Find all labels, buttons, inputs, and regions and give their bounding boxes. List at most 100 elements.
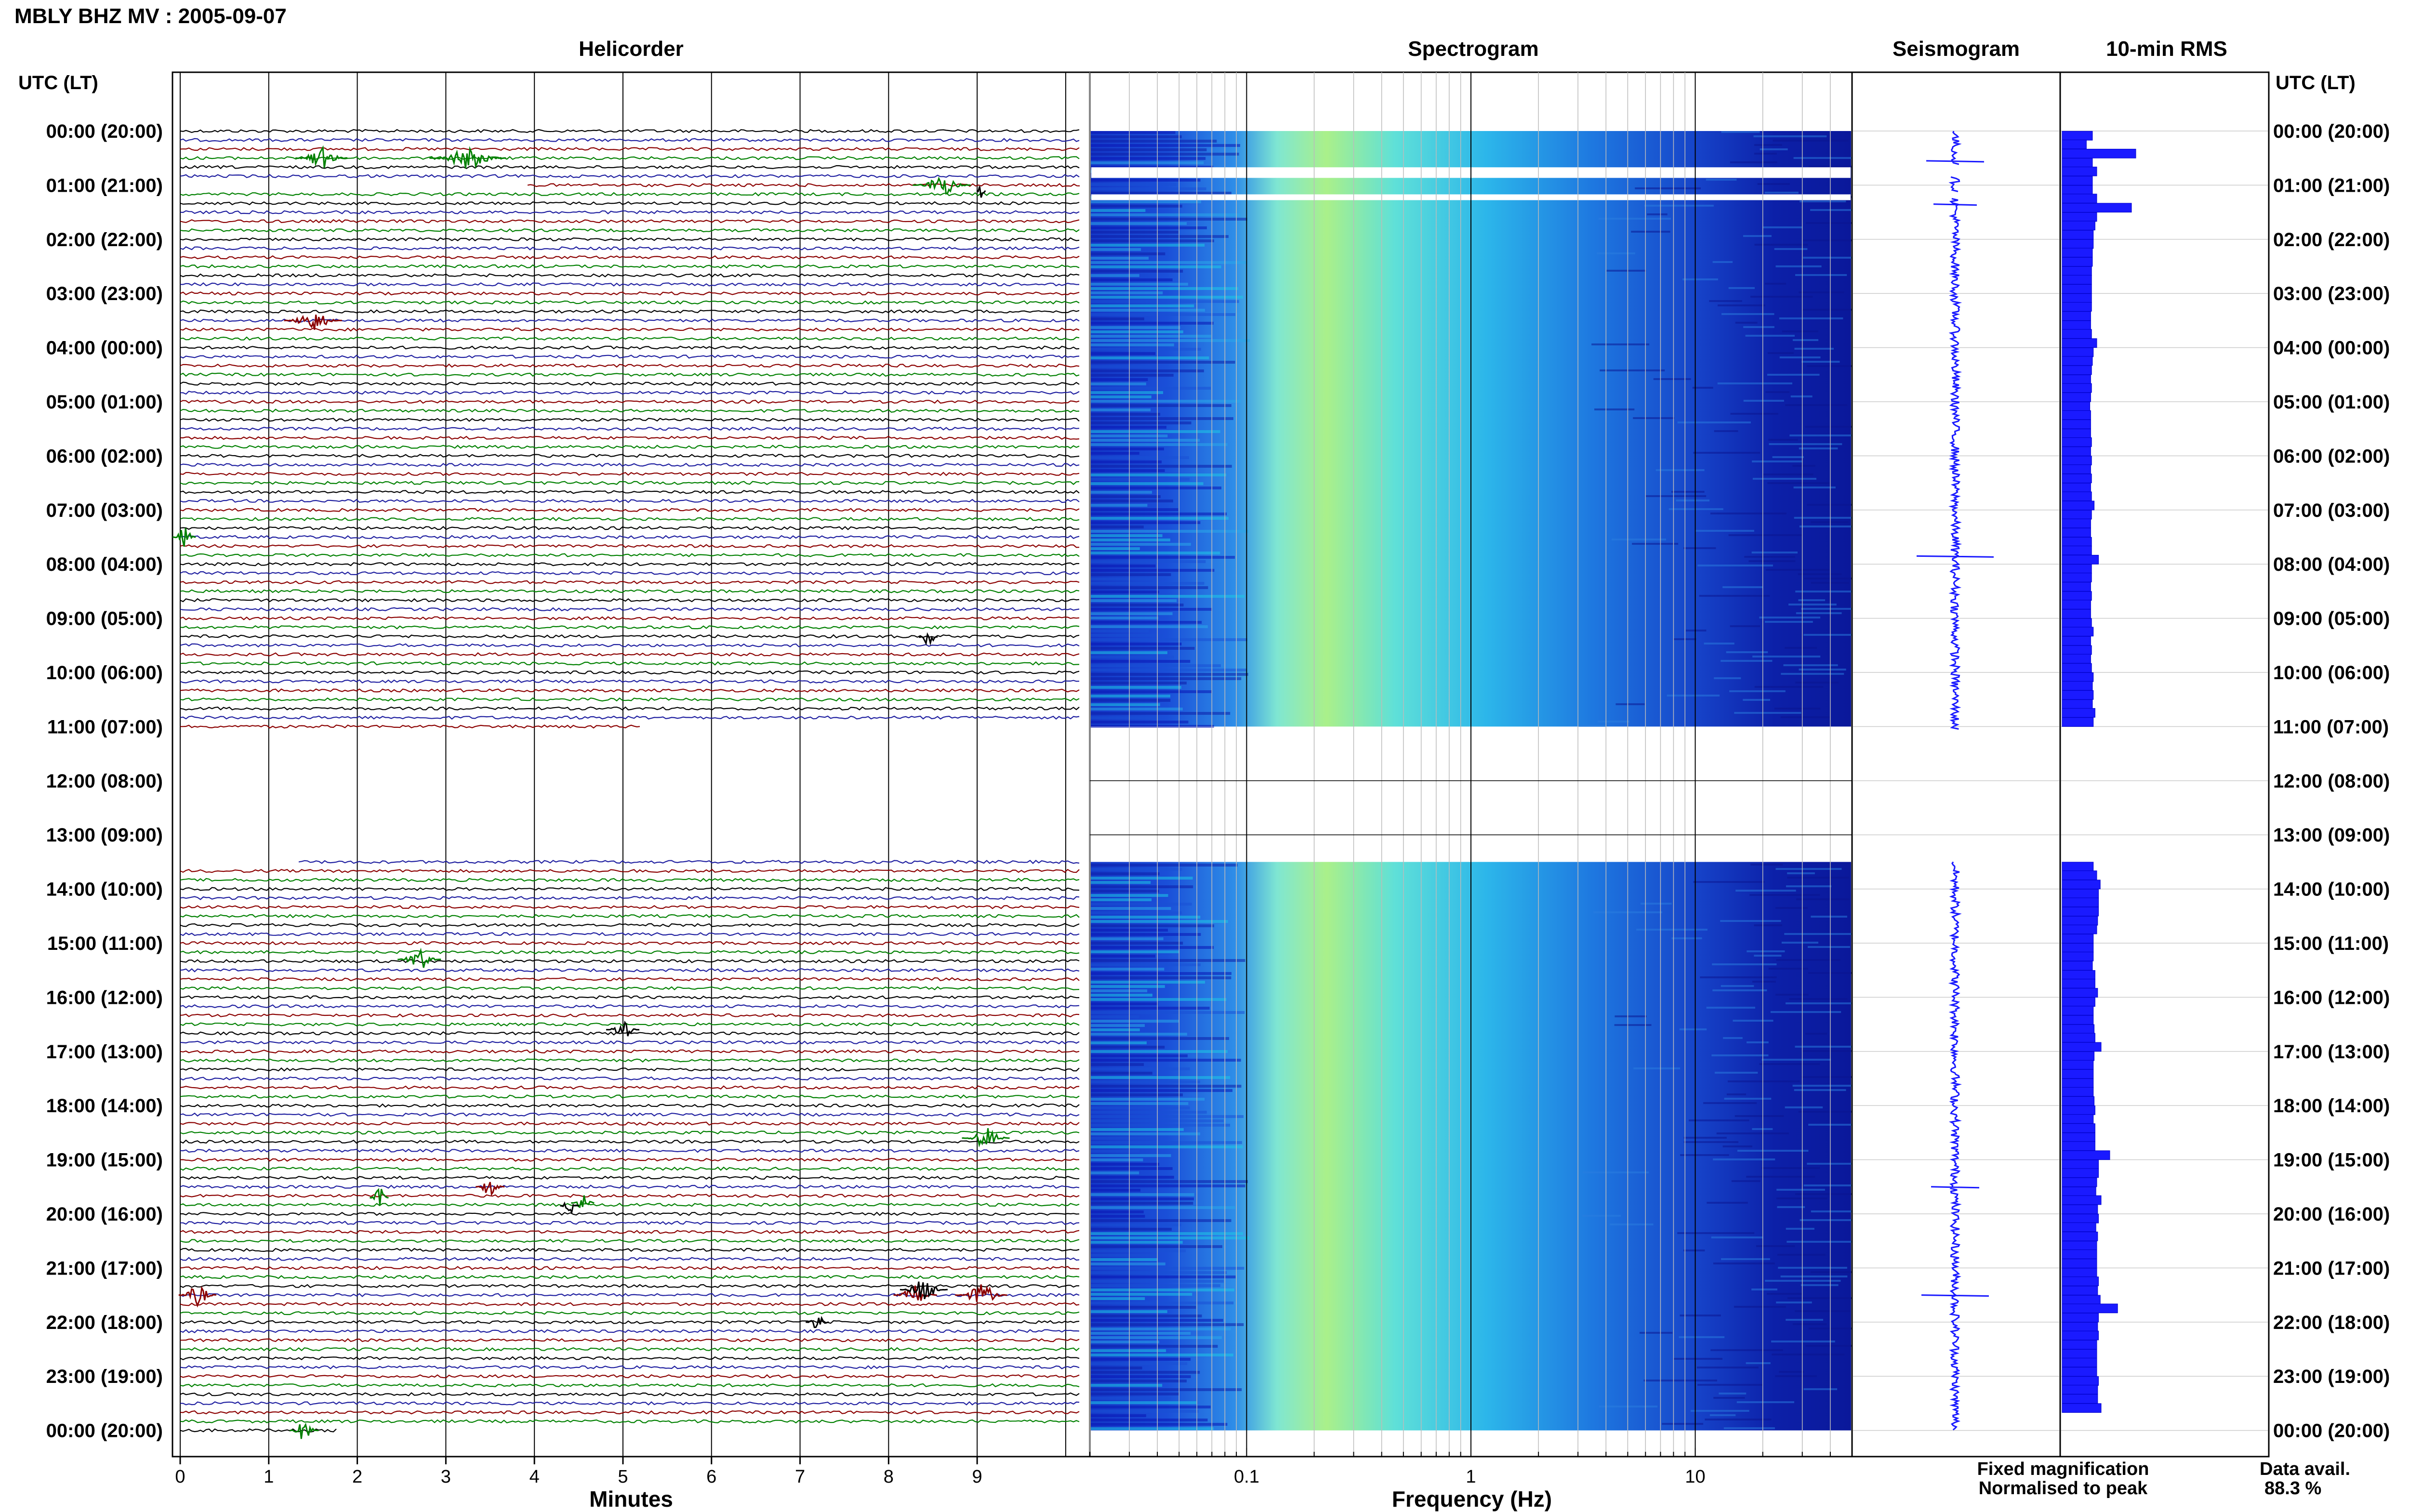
spectrogram-band [1754,144,1782,146]
helicorder-event-burst [955,1284,1007,1302]
helicorder-trace-line [180,580,1080,584]
spectrogram-band [1615,703,1645,705]
spectrogram-band [1795,591,1860,592]
spectrogram-band [1734,712,1801,714]
frequency-ticks: 0.1 1 10 [1234,1467,1706,1487]
spectrogram-band [1091,352,1156,355]
spectrogram-band [1091,924,1214,927]
time-label-left: 00:00 (20:00) [46,121,163,142]
spectrogram-band [1711,1054,1769,1056]
spectrogram-band [1091,426,1166,429]
spectrogram-band [1091,1037,1230,1040]
helicorder-trace-line [180,138,1080,143]
spectrogram-band [1792,1085,1855,1087]
spectrogram-band [1722,586,1763,588]
spectrogram-band [1673,1358,1723,1360]
spectrogram-band [1091,725,1214,728]
helicorder-event-burst [962,1128,1010,1148]
spectrogram-band [1703,1102,1757,1104]
spectrogram-band [1091,205,1182,208]
spectrogram-band [1091,417,1233,420]
rms-bar [2062,510,2092,520]
spectrogram-band [1091,1341,1160,1343]
spectrogram-band [1091,903,1192,906]
rms-bar [2062,970,2095,980]
helicorder-event-burst [900,1281,948,1300]
spectrogram-band [1091,140,1217,143]
time-label-left: 07:00 (03:00) [46,500,163,521]
spectrogram-band [1091,1258,1158,1261]
spectrogram-band [1091,1028,1140,1031]
spectrogram-band [1091,885,1193,888]
spectrogram-band [1091,1015,1139,1018]
spectrogram-band [1693,881,1765,883]
spectrogram-band [1091,569,1215,572]
spectrogram-band [1721,313,1774,315]
rms-bar [2062,1150,2110,1160]
rms-bar [2062,1060,2094,1070]
rms-bar [2062,672,2094,682]
spectrogram-band [1767,352,1794,354]
rms-bar [2062,158,2093,168]
spectrogram-band [1798,599,1826,601]
spectrogram-band [1091,183,1177,186]
spectrogram-band [1706,1007,1756,1009]
spectrogram-band [1091,1332,1191,1335]
spectrogram-band [1786,1228,1814,1230]
spectrogram-band [1754,924,1782,926]
helicorder-trace-line [180,1085,1080,1090]
spectrogram-band [1721,660,1773,662]
helicorder-title: Helicorder [579,37,684,61]
time-label-right: 23:00 (19:00) [2273,1366,2390,1387]
spectrogram-band [1091,552,1220,554]
rms-bar [2062,951,2094,961]
spectrogram-band [1753,135,1827,137]
helicorder-trace-line [180,309,1080,314]
rms-bar [2062,429,2091,438]
spectrogram-band [1775,994,1809,996]
spectrogram-band [1806,222,1857,224]
helicorder-trace-line [180,390,1080,395]
rms-bar [2062,1078,2094,1088]
spectrogram-band [1744,556,1795,558]
spectrogram-band [1091,864,1238,867]
spectrogram-band [1091,239,1214,242]
spectrogram-band [1719,1393,1747,1394]
helicorder-event-burst [806,1315,829,1328]
spectrogram-band [1091,955,1155,958]
spectrogram-band [1091,1089,1233,1092]
helicorder-event-burst [370,1188,389,1206]
rms-bar [2062,600,2091,609]
spectrogram-band [1091,898,1152,901]
rms-bar [2062,554,2099,565]
helicorder-trace-line [180,1320,1080,1325]
time-label-left: 21:00 (17:00) [46,1258,163,1279]
rms-bar [2062,862,2094,872]
spectrogram-band [1721,1258,1770,1260]
helicorder-trace-line [180,1175,1080,1180]
helicorder-trace-line [180,679,1080,684]
helicorder-trace-line [180,1211,1080,1216]
spectrogram-band [1091,1167,1173,1170]
spectrogram-band [1765,569,1830,571]
time-label-left: 13:00 (09:00) [46,825,163,846]
spectrogram-band [1730,161,1777,163]
spectrogram-band [1091,1328,1231,1330]
helicorder-trace-line [180,1275,1080,1279]
spectrogram-band [1735,890,1796,892]
helicorder-trace-line [180,1221,1080,1225]
spectrogram-band [1091,1189,1141,1192]
spectrogram-band [1682,278,1718,280]
spectrogram-band [1091,257,1149,260]
minutes-axis-label: Minutes [589,1486,673,1512]
spectrogram-band [1778,1267,1847,1269]
spectrogram-band [1734,1306,1786,1308]
spectrogram-band [1754,686,1824,688]
minute-tick-label: 0 [175,1467,185,1487]
spectrogram-band [1780,716,1830,718]
spectrogram-band [1785,647,1817,649]
spectrogram-band [1796,898,1850,900]
spectrogram-band [1091,907,1171,910]
spectrogram-band [1091,179,1201,182]
spectrogram-band [1578,725,1606,727]
